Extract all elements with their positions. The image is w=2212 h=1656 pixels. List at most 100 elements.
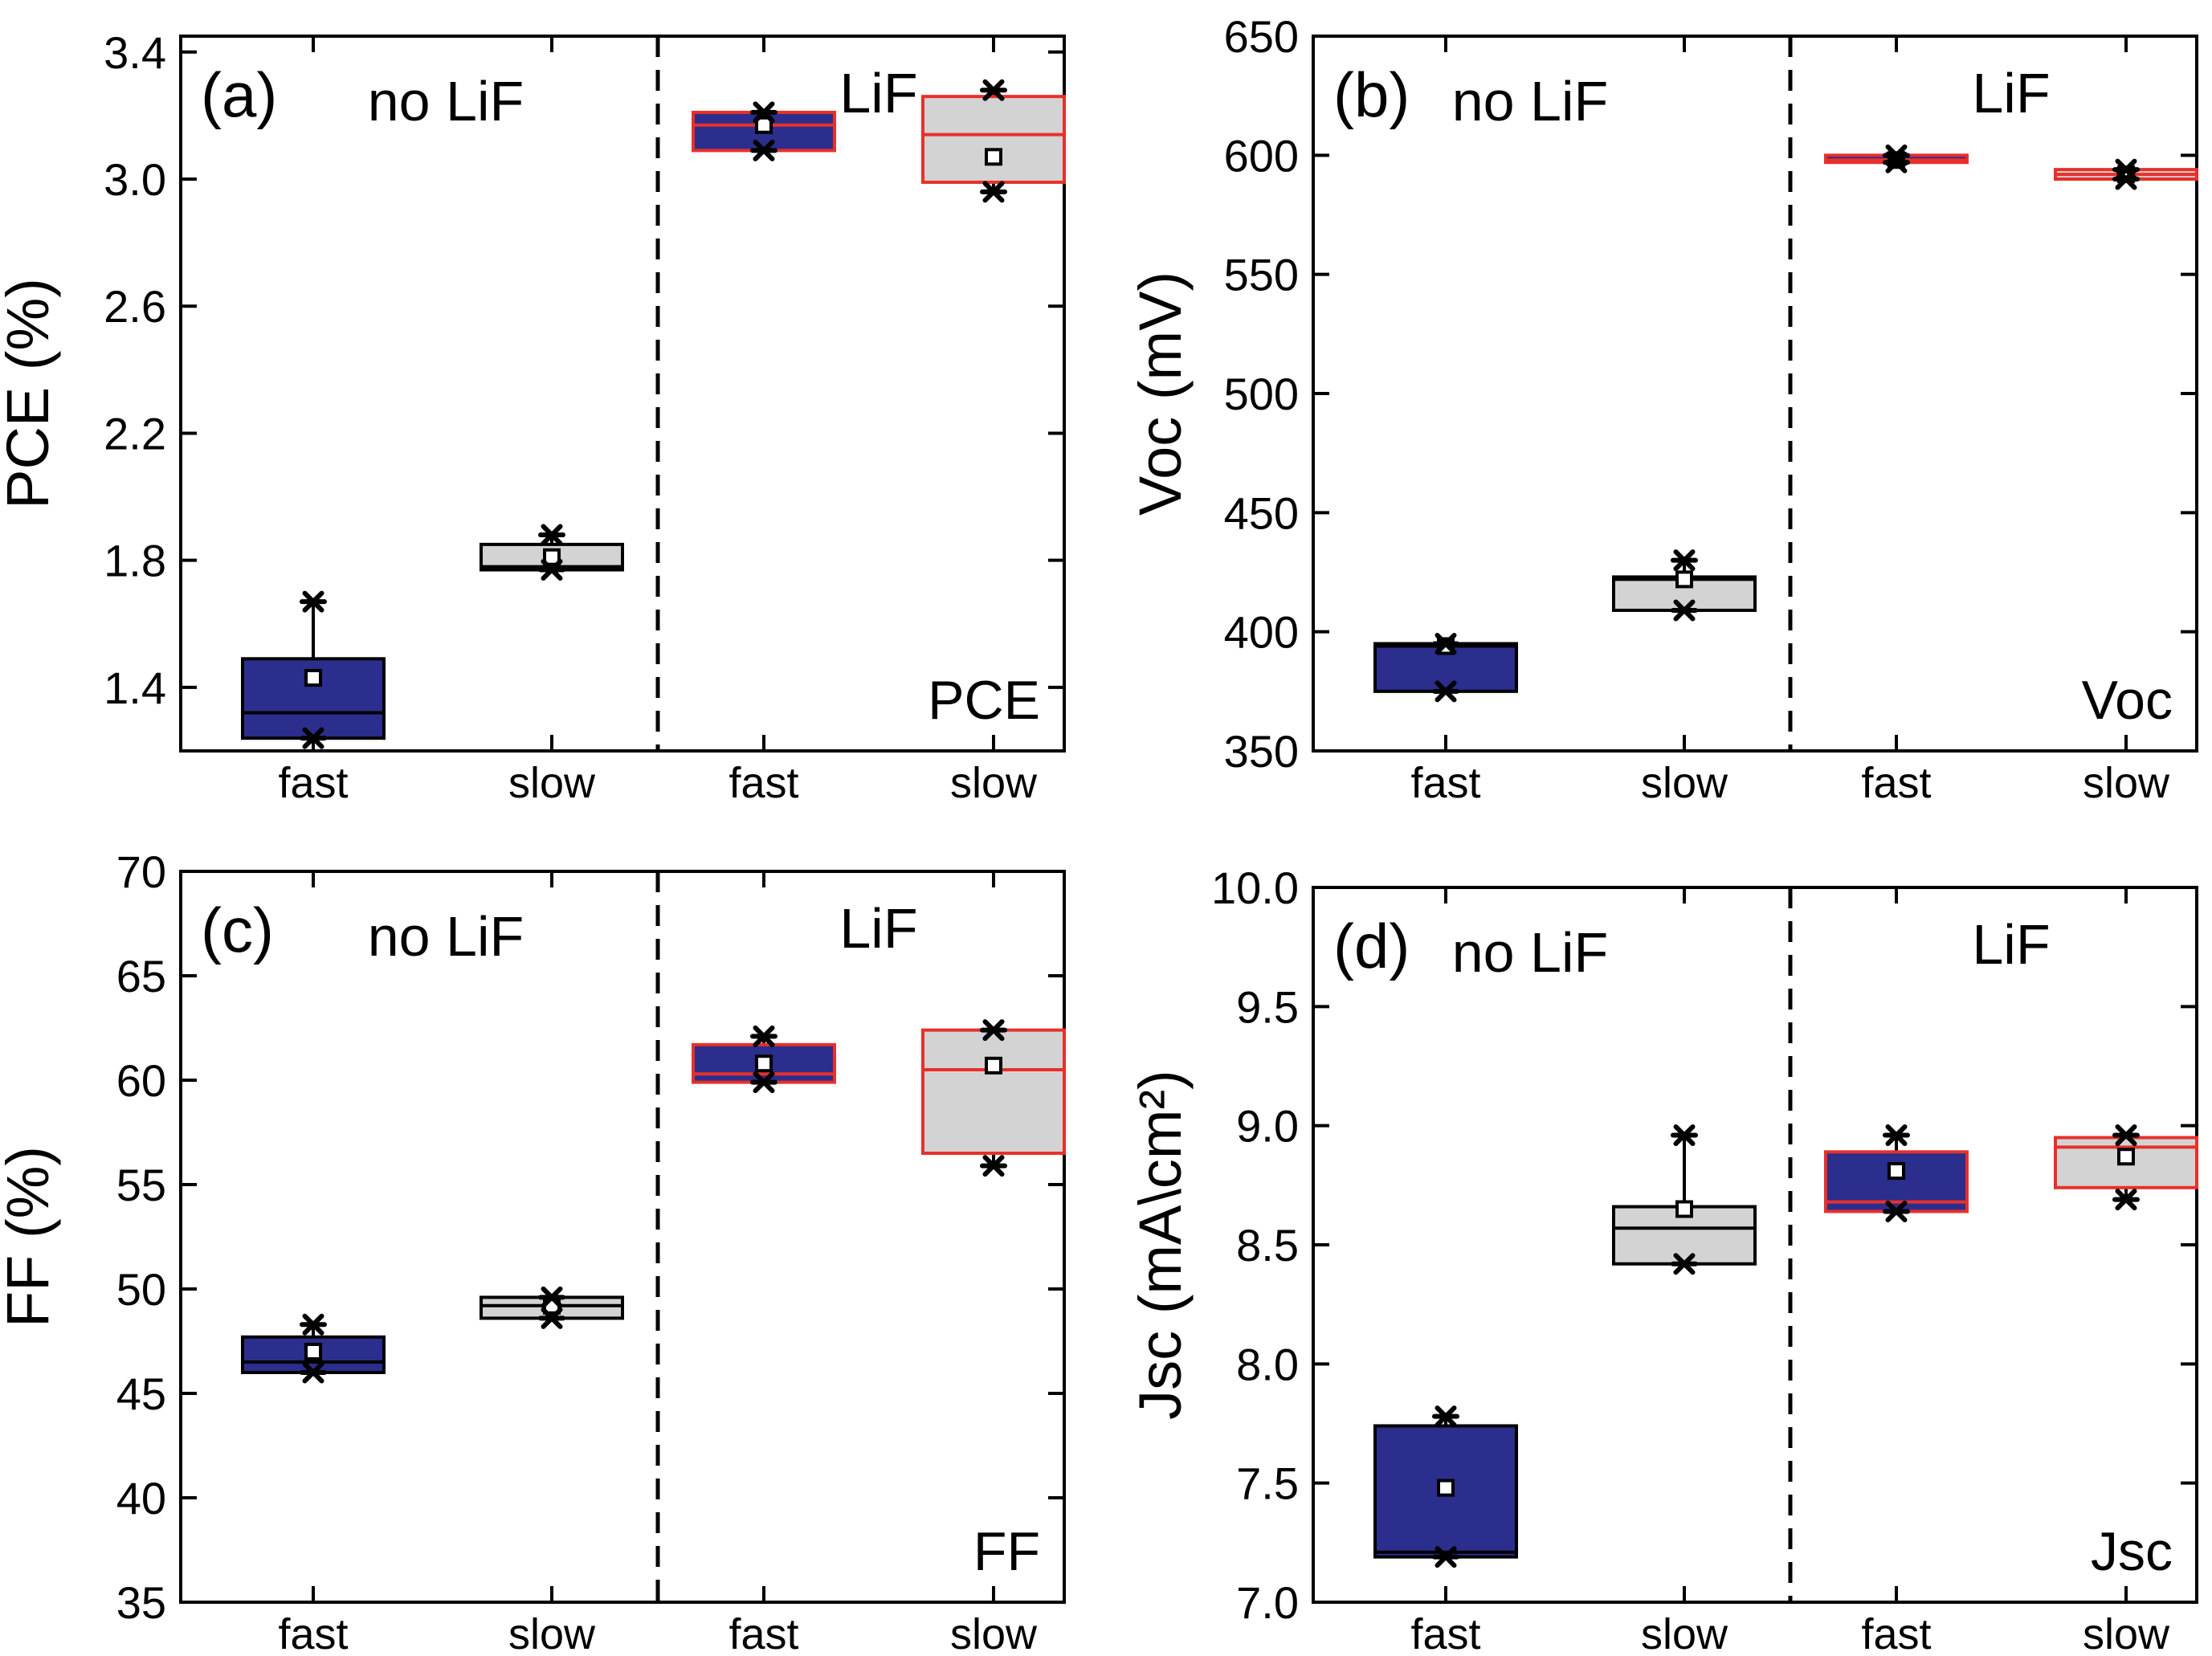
panel-a: 1.4 1.8 2.2 2.6 3.0 3.4 fast slow fast slow PCE (%… [0,27,1066,807]
y-tick-label: 7.0 [1236,1577,1299,1628]
min-marker [1432,680,1459,703]
y-tick-label: 3.4 [104,27,166,78]
box-lif-slow [921,1019,1066,1177]
box-no-lif-fast [241,1313,386,1384]
panel-tag: (d) [1333,911,1410,981]
min-marker [750,139,777,161]
max-marker [538,1286,565,1308]
min-marker [980,1155,1007,1177]
mean-marker [2117,1148,2135,1166]
min-marker [300,727,327,749]
box-no-lif-fast [1373,1405,1518,1568]
box-body [921,1028,1066,1155]
group-label-lif: LiF [1972,913,2050,976]
x-category-label: fast [1410,759,1480,807]
min-marker [2112,1189,2140,1211]
max-marker-d2 [1673,549,1696,572]
min-marker [1432,1546,1459,1568]
y-tick-label: 1.4 [104,663,166,713]
box-lif-fast [692,1025,836,1094]
y-tick-label: 2.6 [104,281,166,332]
min-marker [1671,1253,1698,1275]
parameter-label: PCE [928,670,1040,731]
y-tick-label: 65 [116,951,166,1001]
y-tick-label: 55 [116,1160,166,1210]
box-body [921,95,1066,184]
min-marker-d2 [2115,1189,2137,1211]
max-marker-d2 [541,1286,563,1308]
max-marker-d2 [1673,1124,1696,1147]
group-label-no-lif: no LiF [1452,70,1609,133]
x-category-label: fast [728,759,798,807]
max-marker [300,590,327,613]
min-marker-d2 [982,1155,1005,1177]
min-marker-d2 [982,181,1005,203]
panel-d: 7.0 7.5 8.0 8.5 9.0 9.5 10.0 fast slow fast slow Js… [1127,863,2198,1656]
y-tick-label: 350 [1224,726,1299,777]
mean-marker [985,1056,1002,1075]
y-axis-title: FF (%) [0,1146,61,1328]
min-marker-d2 [1435,1546,1457,1568]
y-tick-label: 3.0 [104,154,166,205]
y-tick-label: 600 [1224,130,1299,181]
min-marker [980,181,1007,203]
max-marker-d2 [982,79,1005,101]
min-marker-d2 [1673,1253,1696,1275]
max-marker-d2 [1885,1124,1908,1147]
x-category-label: fast [1410,1610,1480,1656]
x-category-label: slow [950,759,1038,807]
x-category-label: fast [1861,1610,1931,1656]
mean-marker [1675,1200,1693,1218]
x-category-label: slow [1641,1610,1728,1656]
max-marker-d2 [2115,1124,2137,1147]
y-tick-label: 70 [116,846,166,897]
y-tick-label: 10.0 [1211,863,1299,913]
min-marker [300,1361,327,1384]
max-marker [1671,1124,1698,1147]
min-marker-d2 [541,1307,563,1329]
max-marker-d2 [1435,1405,1457,1428]
y-tick-label: 8.0 [1236,1339,1299,1389]
min-marker-d2 [1885,1200,1908,1222]
panel-tag: (c) [201,895,274,965]
group-label-lif: LiF [839,897,917,960]
y-tick-label: 500 [1224,369,1299,419]
box-lif-slow [2054,158,2198,190]
min-marker-d2 [541,559,563,581]
y-tick-label: 400 [1224,607,1299,658]
max-marker [538,524,565,546]
box-lif-fast [692,101,836,161]
x-category-label: slow [1641,759,1728,807]
min-marker [750,1071,777,1094]
max-marker [750,1025,777,1047]
min-marker-d2 [753,139,775,161]
mean-marker [985,148,1002,166]
y-axis-title: Jsc (mA\cm²) [1127,1070,1194,1420]
min-marker [2112,168,2140,190]
group-label-no-lif: no LiF [1452,921,1609,984]
x-category-label: slow [508,759,596,807]
y-tick-label: 35 [116,1577,166,1628]
box-lif-fast [1824,1124,1969,1222]
max-marker-d2 [982,1019,1005,1042]
plot-frame [179,870,1066,1604]
box-no-lif-slow [480,1286,624,1329]
y-tick-label: 2.2 [104,408,166,459]
parameter-label: Jsc [2091,1521,2173,1582]
group-label-lif: LiF [839,62,917,124]
max-marker [750,101,777,124]
group-label-lif: LiF [1972,62,2050,124]
group-label-no-lif: no LiF [368,70,524,133]
box-lif-slow [921,79,1066,203]
parameter-label: Voc [2082,670,2173,731]
min-marker-d2 [753,1071,775,1094]
min-marker [538,559,565,581]
x-category-label: slow [950,1610,1038,1656]
x-category-label: slow [2083,1610,2170,1656]
max-marker [1671,549,1698,572]
min-marker-d2 [302,727,324,749]
max-marker [300,1313,327,1336]
y-axis-title: PCE (%) [0,278,61,509]
box-no-lif-fast [241,590,386,749]
group-label-no-lif: no LiF [368,905,524,968]
